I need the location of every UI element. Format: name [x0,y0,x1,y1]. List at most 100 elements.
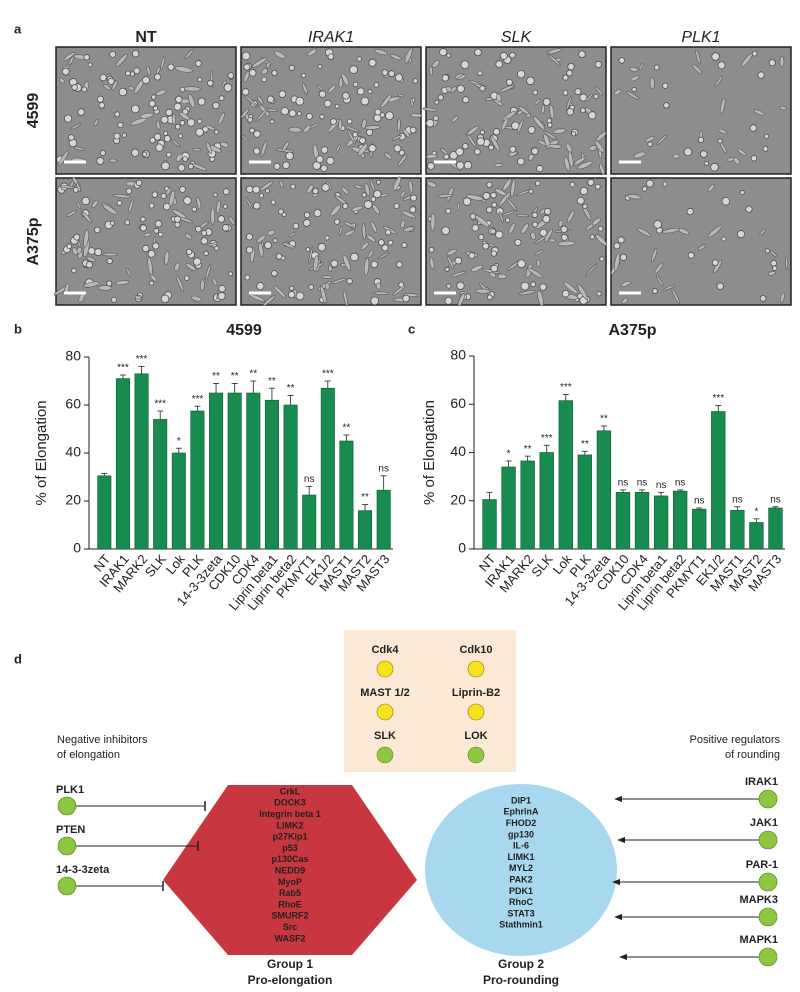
cell [391,134,402,141]
cell [596,291,602,297]
cell [697,136,705,143]
cell [171,139,181,148]
cell [400,190,406,198]
significance-label: ns [304,474,315,485]
cell [222,188,230,196]
group2-item: FHOD2 [506,818,537,828]
cell [768,59,776,67]
regulator-dot [758,907,778,927]
cell [320,285,327,304]
cell [530,231,536,241]
bar [376,489,391,550]
cell [686,207,694,216]
cell [183,86,201,92]
cell [456,84,465,93]
cell [152,242,160,250]
cell [594,183,601,190]
cell [240,108,250,119]
kinase-dot [376,703,394,721]
cell [301,72,307,79]
cell [320,146,329,154]
cell [716,282,724,290]
group2-item: DIP1 [511,795,531,805]
cell [762,146,769,152]
y-tick-label: 60 [65,396,81,412]
cell [494,188,507,196]
cell [103,83,112,91]
cell [376,179,382,185]
cell [255,108,269,122]
cell [389,53,402,61]
cell [155,143,164,152]
cell [548,238,556,243]
cell [361,192,367,198]
cell [318,90,327,98]
cell [256,234,266,243]
cell [153,105,159,111]
kinase-label: Liprin-B2 [452,687,500,699]
cell [76,202,82,210]
cell [441,226,450,235]
cell [191,295,202,302]
cell [425,118,435,128]
cell [248,69,257,77]
cell [547,122,553,128]
inhibitor-dot [57,796,77,816]
bar [283,404,298,550]
cell [146,65,151,76]
cell [285,151,294,161]
cell [64,114,73,123]
cell [93,119,99,127]
cell [278,90,287,98]
cell [243,71,250,83]
cell [147,257,153,276]
cell [149,280,155,286]
cell [439,48,448,57]
cell [398,149,405,156]
cell [492,128,501,136]
cell [491,201,498,208]
kinase-label: Cdk4 [372,644,400,656]
cell [429,65,434,77]
cell [157,231,164,238]
cell [393,202,400,210]
cell [296,111,302,117]
error-bar [581,450,588,455]
cell [561,289,570,298]
cell [565,143,573,153]
cell [591,217,602,226]
kinase-dot [467,746,485,764]
cell [541,104,545,115]
cell [617,236,625,244]
cell [356,87,365,96]
cell [739,190,745,196]
cell [343,125,361,133]
cell [370,196,377,202]
cell [654,262,664,274]
cell [357,143,368,156]
micrograph [610,177,792,306]
side-title: of elongation [57,749,120,761]
cell [532,116,546,131]
cell [126,267,132,278]
cell [462,142,469,150]
error-bar [772,506,779,508]
group1-item: LIMK2 [277,820,304,830]
cell [58,77,65,84]
bar [482,499,497,550]
bar [171,452,186,550]
cell [456,202,461,212]
cell [244,94,258,108]
cell [164,250,170,266]
cell [587,178,595,186]
cell [277,208,284,215]
group2-item: gp130 [508,829,534,839]
cell [717,138,723,144]
cell [171,113,176,125]
cell [767,271,776,276]
cell [370,221,378,233]
cell [707,184,715,192]
cell [320,164,328,172]
significance-label: ** [249,369,257,380]
